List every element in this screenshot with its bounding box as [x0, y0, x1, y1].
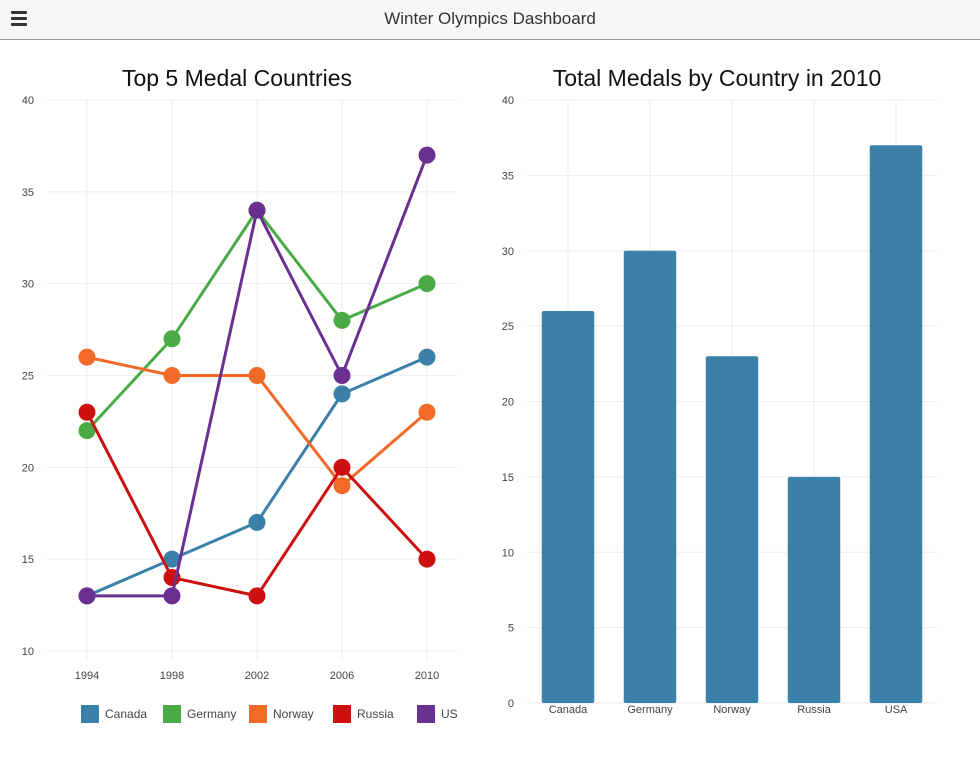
data-point[interactable] — [78, 422, 96, 440]
x-tick-label: Norway — [713, 704, 751, 716]
series-us — [78, 146, 436, 605]
bar-chart-bars — [541, 145, 923, 704]
legend-label: US — [441, 707, 458, 721]
y-tick-label: 35 — [502, 170, 514, 182]
bar-chart-x-axis: Canada Germany Norway Russia USA — [549, 704, 908, 716]
data-point[interactable] — [163, 330, 181, 348]
x-tick-label: 2006 — [330, 670, 354, 682]
line-chart-x-axis: 1994 1998 2002 2006 2010 — [75, 670, 439, 682]
y-tick-label: 25 — [502, 321, 514, 333]
y-tick-label: 0 — [508, 698, 514, 710]
data-point[interactable] — [418, 348, 436, 366]
x-tick-label: 2002 — [245, 670, 269, 682]
legend-item-us[interactable]: US — [417, 705, 458, 723]
legend-label: Russia — [357, 707, 394, 721]
y-tick-label: 5 — [508, 623, 514, 635]
bar-chart-title: Total Medals by Country in 2010 — [553, 65, 882, 91]
legend-swatch — [249, 705, 267, 723]
legend-item-canada[interactable]: Canada — [81, 705, 147, 723]
data-point[interactable] — [418, 550, 436, 568]
legend-swatch — [81, 705, 99, 723]
y-tick-label: 15 — [22, 554, 34, 566]
legend-label: Germany — [187, 707, 236, 721]
y-tick-label: 40 — [502, 95, 514, 107]
legend-label: Norway — [273, 707, 314, 721]
line-chart-title: Top 5 Medal Countries — [122, 65, 352, 91]
legend-label: Canada — [105, 707, 147, 721]
y-tick-label: 35 — [22, 187, 34, 199]
data-point[interactable] — [248, 513, 266, 531]
legend-swatch — [417, 705, 435, 723]
y-tick-label: 20 — [502, 397, 514, 409]
data-point[interactable] — [163, 587, 181, 605]
bar-germany[interactable] — [623, 250, 677, 703]
y-tick-label: 40 — [22, 95, 34, 107]
data-point[interactable] — [333, 385, 351, 403]
hamburger-menu-icon[interactable] — [11, 10, 27, 26]
y-tick-label: 10 — [22, 646, 34, 658]
data-point[interactable] — [78, 587, 96, 605]
x-tick-label: Germany — [627, 704, 673, 716]
data-point[interactable] — [163, 367, 181, 384]
data-point[interactable] — [418, 403, 436, 421]
legend-swatch — [333, 705, 351, 723]
series-norway — [78, 348, 436, 495]
bar-norway[interactable] — [705, 356, 759, 703]
data-point[interactable] — [333, 311, 351, 329]
y-tick-label: 30 — [22, 279, 34, 291]
data-point[interactable] — [333, 477, 351, 495]
data-point[interactable] — [418, 275, 436, 293]
x-tick-label: USA — [885, 704, 908, 716]
y-tick-label: 30 — [502, 246, 514, 258]
bar-canada[interactable] — [541, 311, 595, 703]
x-tick-label: 1998 — [160, 670, 184, 682]
line-chart-series — [78, 146, 436, 605]
y-tick-label: 10 — [502, 547, 514, 559]
data-point[interactable] — [248, 201, 266, 219]
data-point[interactable] — [333, 367, 351, 384]
data-point[interactable] — [333, 458, 351, 476]
legend-item-norway[interactable]: Norway — [249, 705, 314, 723]
bar-russia[interactable] — [787, 476, 841, 703]
x-tick-label: Russia — [797, 704, 832, 716]
y-tick-label: 20 — [22, 462, 34, 474]
bar-chart-y-axis: 0 5 10 15 20 25 30 35 40 — [502, 95, 514, 710]
data-point[interactable] — [163, 550, 181, 568]
data-point[interactable] — [78, 348, 96, 366]
line-chart: Top 5 Medal Countries 10 15 20 25 30 35 40 199… — [22, 65, 458, 723]
data-point[interactable] — [248, 367, 266, 384]
legend-swatch — [163, 705, 181, 723]
y-tick-label: 15 — [502, 472, 514, 484]
data-point[interactable] — [248, 587, 266, 605]
data-point[interactable] — [78, 403, 96, 421]
legend-item-germany[interactable]: Germany — [163, 705, 236, 723]
x-tick-label: 1994 — [75, 670, 99, 682]
x-tick-label: 2010 — [415, 670, 439, 682]
legend-item-russia[interactable]: Russia — [333, 705, 394, 723]
data-point[interactable] — [418, 146, 436, 164]
y-tick-label: 25 — [22, 371, 34, 383]
line-chart-y-axis: 10 15 20 25 30 35 40 — [22, 95, 34, 658]
bar-usa[interactable] — [869, 145, 923, 704]
x-tick-label: Canada — [549, 704, 588, 716]
line-chart-legend[interactable]: Canada Germany Norway Russia US — [81, 705, 458, 723]
